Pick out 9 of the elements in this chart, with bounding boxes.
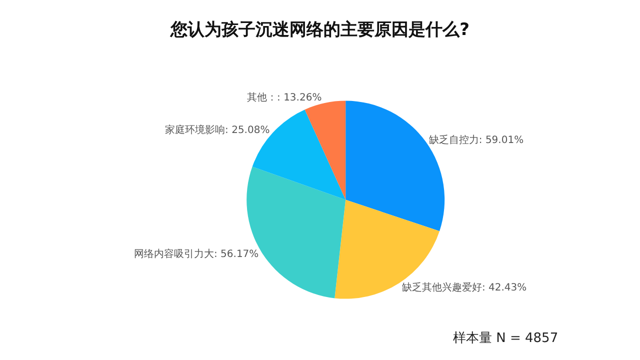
slice-label: 网络内容吸引力大: 56.17%	[134, 248, 259, 260]
chart-title: 您认为孩子沉迷网络的主要原因是什么?	[170, 20, 470, 40]
pie-slice	[304, 100, 346, 200]
pie-slice	[334, 200, 440, 299]
slice-label: 缺乏自控力: 59.01%	[428, 134, 524, 146]
slice-label: 家庭环境影响: 25.08%	[165, 124, 270, 136]
slice-label: 缺乏其他兴趣爱好: 42.43%	[402, 281, 527, 294]
text: 样本量 N = 4857	[453, 331, 558, 346]
slice-label: 其他：: 13.26%	[247, 91, 322, 104]
